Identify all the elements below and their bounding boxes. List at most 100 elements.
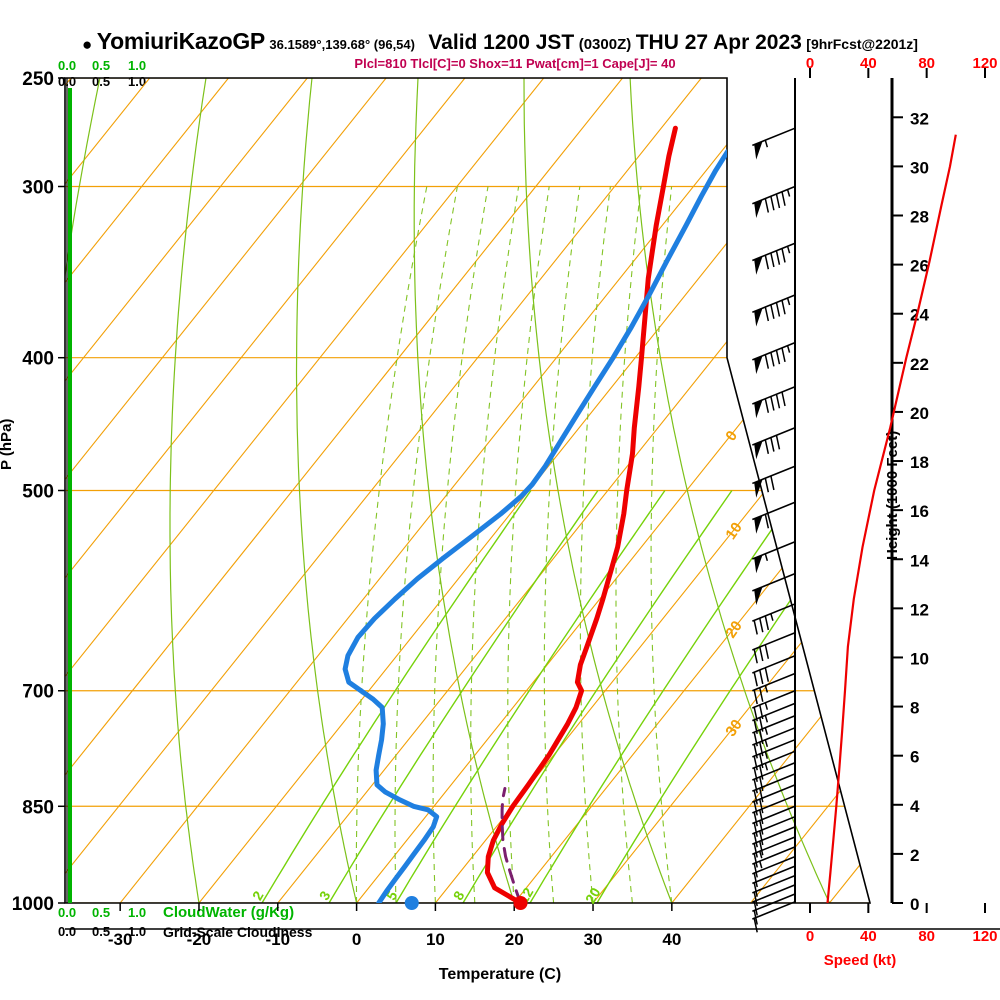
height-tick-label-20: 20 <box>910 404 929 423</box>
height-tick-label-18: 18 <box>910 453 929 472</box>
mixing-ratio-3 <box>328 490 599 903</box>
moist-adiabat-0 <box>355 186 428 903</box>
temperature-tick-label--30: -30 <box>108 930 133 949</box>
cloudwater-bottom-tick-1: 0.5 <box>92 905 111 920</box>
wind-barb <box>752 836 796 868</box>
height-tick-label-26: 26 <box>910 257 929 276</box>
pressure-tick-label-400: 400 <box>22 349 54 370</box>
wind-barb <box>752 761 796 794</box>
mixing-ratio-8 <box>462 490 733 903</box>
dry-adiabat-40 <box>523 78 673 903</box>
moist-adiabat-25 <box>543 186 581 903</box>
speed-tick-label-120-bottom: 120 <box>972 928 997 945</box>
valid-time: Valid 1200 JST <box>428 31 575 54</box>
speed-tick-label-40-top: 40 <box>860 55 877 72</box>
dry-adiabat--20 <box>169 78 207 903</box>
pressure-tick-label-1000: 1000 <box>12 894 54 915</box>
dry-adiabat-120 <box>948 78 1000 827</box>
height-tick-label-10: 10 <box>910 649 929 668</box>
dry-adiabat-20 <box>413 78 515 903</box>
mixing-ratio-5 <box>395 490 666 903</box>
height-tick-label-4: 4 <box>910 797 920 816</box>
wind-barb <box>752 541 796 574</box>
station-marker-icon: ● <box>82 34 93 54</box>
isotherm-30 <box>592 78 870 903</box>
wind-barb <box>752 884 796 916</box>
isotherm--80 <box>65 78 387 903</box>
wind-barb <box>752 465 796 498</box>
station-name: YomiuriKazoGP <box>96 28 266 54</box>
mixing-ratio-label-20: 20 <box>582 885 604 907</box>
moist-adiabat-5 <box>394 186 458 903</box>
wind-barb <box>752 341 796 375</box>
moist-adiabat-35 <box>615 186 642 903</box>
wind-barb <box>752 572 796 606</box>
moist-adiabat-30 <box>579 186 611 903</box>
sounding-traces <box>342 125 730 903</box>
wind-barb <box>752 815 796 848</box>
height-tick-label-12: 12 <box>910 600 929 619</box>
height-tick-label-32: 32 <box>910 109 929 128</box>
height-tick-label-16: 16 <box>910 502 929 521</box>
cloudiness-axis-label: Grid-Scale Cloudiness <box>163 924 313 940</box>
sounding-parameters: Plcl=810 Tlcl[C]=0 Shox=11 Pwat[cm]=1 Ca… <box>354 56 676 71</box>
wind-barb <box>752 805 796 837</box>
speed-tick-label-80-top: 80 <box>918 55 935 72</box>
isotherm-label-right-10: 10 <box>722 519 745 542</box>
wind-barb <box>752 893 796 925</box>
wind-barb <box>752 773 796 805</box>
isotherm-label-right-30: 30 <box>722 716 745 739</box>
cloudiness-bottom-tick-2: 1.0 <box>128 924 147 939</box>
wind-barb <box>752 855 796 888</box>
wind-barb <box>752 603 796 635</box>
grid-lines <box>65 78 1000 903</box>
wind-barb <box>752 632 796 664</box>
temperature-tick-label-0: 0 <box>352 930 361 949</box>
wind-barb <box>752 427 796 460</box>
dry-adiabat-100 <box>841 78 870 903</box>
page-title: ● YomiuriKazoGP 36.1589°,139.68° (96,54)… <box>0 28 1000 55</box>
speed-tick-label-0-top: 0 <box>806 55 814 72</box>
isotherm-60 <box>829 78 870 903</box>
pressure-tick-label-500: 500 <box>22 482 54 503</box>
wind-barb <box>752 672 796 705</box>
mixing-ratio-2 <box>261 490 532 903</box>
mixing-ratio-12 <box>529 490 800 903</box>
cloudwater-top-tick-2: 1.0 <box>128 58 147 73</box>
temperature-tick-label-30: 30 <box>584 930 603 949</box>
sounding-dewpoint-curve <box>342 149 730 903</box>
wind-barb <box>752 654 796 687</box>
station-coordinates: 36.1589°,139.68° (96,54) <box>269 37 415 52</box>
wind-barb <box>752 689 796 722</box>
cloudwater-bottom-tick-2: 1.0 <box>128 905 147 920</box>
dry-adiabat-0 <box>295 78 358 903</box>
sounding-temperature-curve <box>484 125 678 903</box>
wind-barb <box>752 865 796 897</box>
height-tick-label-22: 22 <box>910 355 929 374</box>
wind-barb <box>752 385 796 419</box>
wind-barbs <box>752 127 796 933</box>
temperature-tick-label-20: 20 <box>505 930 524 949</box>
temperature-tick-label-10: 10 <box>426 930 445 949</box>
wind-barb <box>752 874 796 907</box>
dry-adiabat-80 <box>735 78 870 903</box>
height-tick-label-24: 24 <box>910 306 929 325</box>
wind-barb <box>752 242 796 275</box>
forecast-info: [9hrFcst@2201z] <box>806 36 918 52</box>
moist-adiabat-20 <box>507 186 550 903</box>
plot-frame <box>64 77 872 904</box>
height-tick-label-30: 30 <box>910 158 929 177</box>
temperature-tick-label--10: -10 <box>265 930 290 949</box>
valid-time-utc: (0300Z) <box>578 36 632 53</box>
speed-tick-label-120-top: 120 <box>972 55 997 72</box>
speed-tick-label-40-bottom: 40 <box>860 928 877 945</box>
height-tick-label-28: 28 <box>910 208 929 227</box>
cloudiness-bottom-tick-0: 0.0 <box>58 924 77 939</box>
isotherm--100 <box>65 78 229 903</box>
cloudwater-axis-label: CloudWater (g/Kg) <box>163 904 295 921</box>
speed-axis-label: Speed (kt) <box>823 952 897 969</box>
cloudiness-bottom-tick-1: 0.5 <box>92 924 111 939</box>
pressure-tick-label-300: 300 <box>22 178 54 199</box>
wind-barb <box>752 294 796 327</box>
